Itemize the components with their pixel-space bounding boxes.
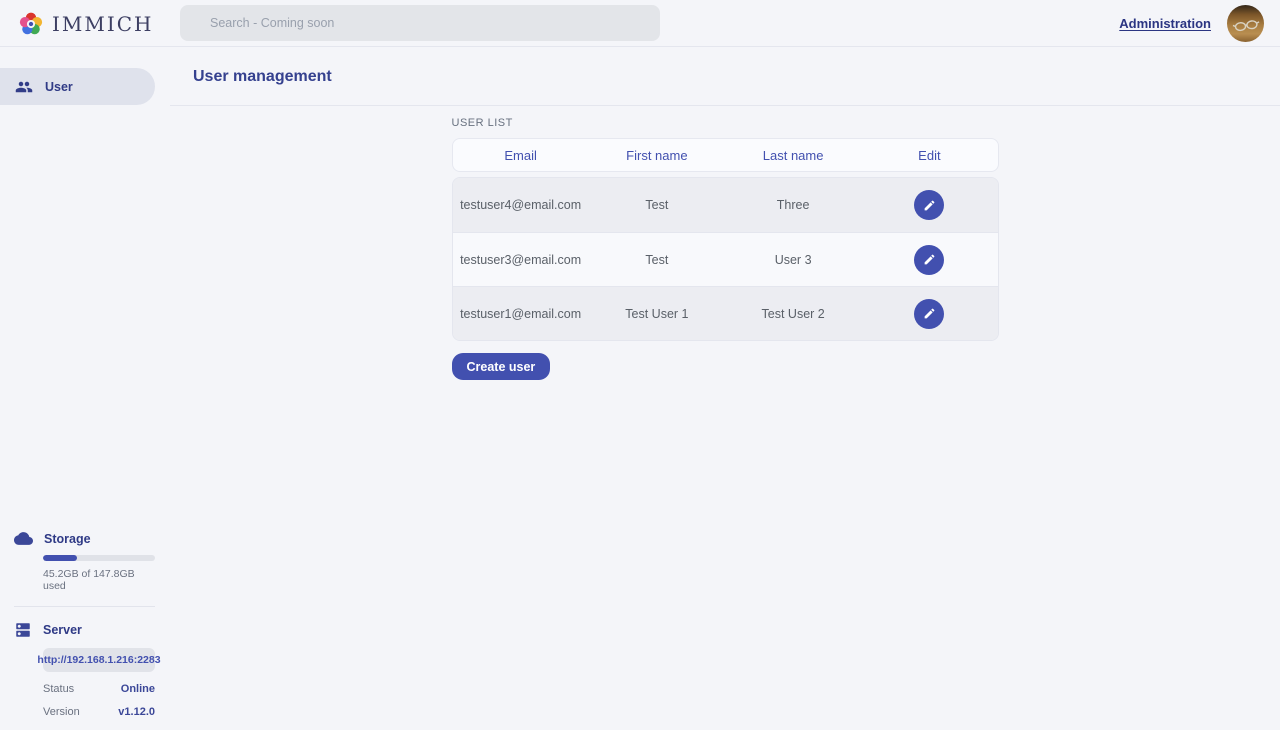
page-title: User management xyxy=(193,67,332,85)
server-section-header: Server xyxy=(14,621,155,639)
column-header-last-name: Last name xyxy=(762,147,824,163)
table-header-row: Email First name Last name Edit xyxy=(451,138,999,172)
status-label: Status xyxy=(43,683,75,695)
users-icon xyxy=(15,78,33,96)
edit-user-button[interactable] xyxy=(914,298,945,329)
top-navbar: IMMICH Administration xyxy=(0,0,1280,47)
server-icon xyxy=(14,621,32,639)
cell-email: testuser3@email.com xyxy=(460,252,582,267)
cell-last-name: User 3 xyxy=(774,252,812,267)
cell-email: testuser1@email.com xyxy=(460,306,582,321)
server-status-row: Status Online xyxy=(43,683,155,695)
storage-usage-text: 45.2GB of 147.8GB used xyxy=(43,568,135,592)
cell-first-name: Test User 1 xyxy=(625,306,689,321)
cell-last-name: Test User 2 xyxy=(761,306,825,321)
sidebar-item-user[interactable]: User xyxy=(0,68,155,105)
cell-email: testuser4@email.com xyxy=(460,198,582,212)
edit-user-button[interactable] xyxy=(914,244,945,275)
cell-first-name: Test xyxy=(645,252,669,267)
pencil-icon xyxy=(924,200,935,210)
sidebar-status-panel: Storage 45.2GB of 147.8GB used Server ht… xyxy=(0,529,161,718)
server-url-badge: http://192.168.1.216:2283 xyxy=(37,648,161,672)
user-list-label: USER LIST xyxy=(451,117,513,129)
pencil-icon xyxy=(924,254,935,265)
column-header-first-name: First name xyxy=(626,147,688,163)
storage-section-header: Storage xyxy=(14,529,155,548)
status-value: Online xyxy=(120,683,155,695)
administration-link[interactable]: Administration xyxy=(1119,16,1211,31)
pencil-icon xyxy=(924,308,935,319)
sidebar-divider xyxy=(14,606,155,607)
server-title: Server xyxy=(43,623,82,637)
column-header-email: Email xyxy=(504,147,537,163)
version-label: Version xyxy=(43,706,80,718)
brand-wordmark: IMMICH xyxy=(52,11,154,36)
sidebar-item-user-label: User xyxy=(45,79,73,94)
navbar-right: Administration xyxy=(1119,0,1264,47)
table-row: testuser3@email.com Test User 3 xyxy=(452,232,998,286)
sidebar: User Storage 45.2GB of 147.8GB used xyxy=(0,48,170,730)
main-area: User management USER LIST Email First na… xyxy=(170,48,1280,730)
search-input[interactable] xyxy=(180,5,660,41)
version-value: v1.12.0 xyxy=(118,706,155,718)
server-version-row: Version v1.12.0 xyxy=(43,706,155,718)
cell-last-name: Three xyxy=(776,198,810,212)
glasses-icon xyxy=(1232,19,1259,31)
user-table: testuser4@email.com Test Three testuser3… xyxy=(451,177,999,341)
edit-user-button[interactable] xyxy=(914,190,945,220)
storage-title: Storage xyxy=(44,531,91,546)
table-row: testuser4@email.com Test Three xyxy=(452,178,998,232)
create-user-button[interactable]: Create user xyxy=(451,353,551,380)
table-row: testuser1@email.com Test User 1 Test Use… xyxy=(452,286,998,340)
column-header-edit: Edit xyxy=(918,147,941,163)
storage-progress-bar xyxy=(43,555,155,561)
cloud-icon xyxy=(14,529,33,548)
storage-progress-fill xyxy=(43,555,77,561)
user-avatar[interactable] xyxy=(1227,5,1264,42)
user-list-section: USER LIST Email First name Last name Edi… xyxy=(451,117,999,380)
brand-logo: IMMICH xyxy=(18,0,154,47)
cell-first-name: Test xyxy=(645,198,669,212)
page-header: User management xyxy=(170,48,1280,106)
immich-flower-icon xyxy=(18,11,44,37)
